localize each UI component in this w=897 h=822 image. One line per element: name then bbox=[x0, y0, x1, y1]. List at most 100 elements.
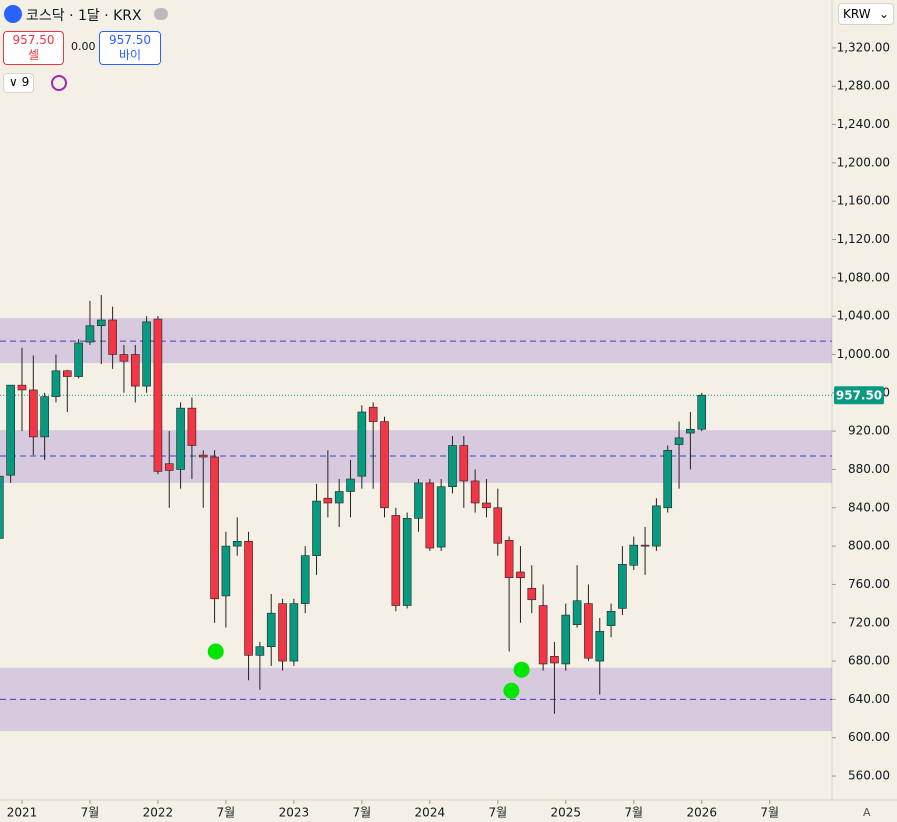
candle-body bbox=[686, 428, 695, 434]
candle-body bbox=[493, 507, 503, 544]
candle-body bbox=[221, 545, 231, 597]
candle-body bbox=[255, 646, 265, 656]
candle-body bbox=[618, 564, 627, 609]
buy-label: 바이 bbox=[118, 48, 142, 62]
buy-button[interactable]: 957.50 바이 bbox=[99, 31, 161, 65]
candle-body bbox=[108, 319, 117, 355]
candle-body bbox=[334, 491, 344, 504]
candle-body bbox=[470, 480, 480, 504]
y-tick-label: 1,080.00 bbox=[837, 270, 890, 284]
candle-body bbox=[527, 587, 537, 601]
candle-body bbox=[425, 482, 435, 549]
indicator-toggle[interactable]: ∨ 9 bbox=[3, 73, 34, 93]
y-tick-label: 920.00 bbox=[848, 424, 890, 438]
candle-body bbox=[96, 319, 106, 327]
auto-scale[interactable]: A bbox=[863, 806, 871, 819]
x-tick-label: 2023 bbox=[279, 806, 310, 820]
candle-body bbox=[266, 612, 276, 648]
candle-body bbox=[346, 478, 355, 492]
y-tick-label: 1,000.00 bbox=[837, 347, 890, 361]
candle-body bbox=[391, 515, 401, 606]
x-tick-label: 7월 bbox=[760, 806, 779, 820]
candle-body bbox=[289, 603, 299, 662]
candle-body bbox=[448, 445, 457, 488]
y-tick-label: 560.00 bbox=[848, 769, 890, 783]
collapse-button[interactable] bbox=[154, 8, 168, 20]
candle-body bbox=[368, 406, 378, 422]
y-tick-label: 1,040.00 bbox=[837, 309, 890, 323]
candle-body bbox=[572, 600, 582, 625]
candle-body bbox=[17, 384, 27, 391]
candle-body bbox=[312, 500, 321, 556]
candle-body bbox=[516, 571, 525, 579]
signal-marker bbox=[207, 643, 224, 660]
x-tick-label: 2024 bbox=[415, 806, 446, 820]
candle-body bbox=[663, 449, 673, 509]
symbol-icon bbox=[4, 5, 22, 23]
sell-price: 957.50 bbox=[12, 33, 55, 47]
x-tick-label: 7월 bbox=[353, 806, 372, 820]
sell-button[interactable]: 957.50 셀 bbox=[3, 31, 64, 65]
currency-select[interactable]: KRW ⌄ bbox=[838, 3, 894, 25]
candle-body bbox=[210, 456, 219, 600]
candle-body bbox=[640, 544, 650, 547]
candle-body bbox=[0, 475, 4, 539]
candle-body bbox=[538, 605, 548, 665]
candle-body bbox=[459, 445, 469, 482]
y-tick-label: 800.00 bbox=[848, 539, 890, 553]
candle-body bbox=[176, 407, 185, 470]
currency: KRW bbox=[843, 7, 871, 21]
candle-body bbox=[357, 411, 367, 477]
candle-body bbox=[198, 454, 208, 458]
y-tick-label: 600.00 bbox=[848, 730, 890, 744]
candle-body bbox=[244, 541, 253, 656]
signal-marker bbox=[503, 682, 520, 699]
candle-body bbox=[51, 370, 61, 397]
last-price-box bbox=[834, 386, 884, 405]
y-tick-label: 1,120.00 bbox=[837, 232, 890, 246]
y-tick-label: 640.00 bbox=[848, 692, 890, 706]
candle-body bbox=[482, 502, 491, 509]
candle-body bbox=[323, 497, 333, 504]
candle-body bbox=[85, 325, 95, 343]
candle-body bbox=[232, 541, 242, 547]
x-tick-label: 7월 bbox=[81, 806, 100, 820]
y-tick-label: 1,200.00 bbox=[837, 155, 890, 169]
symbol-title: 코스닥 · 1달 · KRX bbox=[26, 8, 142, 24]
candle-body bbox=[674, 437, 684, 445]
candle-body bbox=[153, 318, 163, 472]
refresh-icon[interactable] bbox=[51, 75, 67, 91]
x-tick-label: 2025 bbox=[550, 806, 581, 820]
candle-body bbox=[278, 603, 287, 662]
candle-body bbox=[595, 631, 605, 662]
indicator-count: 9 bbox=[21, 75, 30, 89]
x-tick-label: 7월 bbox=[217, 806, 236, 820]
y-tick-label: 840.00 bbox=[848, 500, 890, 514]
last-price-label: 957.50 bbox=[836, 389, 882, 403]
candle-body bbox=[6, 384, 15, 476]
candle-body bbox=[606, 610, 616, 626]
candle-body bbox=[300, 555, 310, 604]
y-tick-label: 880.00 bbox=[848, 462, 890, 476]
candle-body bbox=[629, 544, 639, 566]
candle-body bbox=[402, 518, 412, 606]
plot bbox=[0, 295, 832, 732]
candle-body bbox=[561, 614, 571, 665]
candle-body bbox=[142, 321, 151, 387]
candle-body bbox=[550, 655, 559, 664]
y-tick-label: 680.00 bbox=[848, 654, 890, 668]
candle-body bbox=[40, 396, 49, 438]
candle-body bbox=[119, 354, 129, 362]
candle-body bbox=[380, 421, 389, 509]
x-tick-label: 2026 bbox=[686, 806, 717, 820]
candle-body bbox=[414, 482, 423, 519]
candle-body bbox=[504, 540, 514, 579]
buy-price: 957.50 bbox=[109, 33, 151, 47]
y-tick-label: 760.00 bbox=[848, 577, 890, 591]
candle-body bbox=[130, 354, 140, 387]
x-tick-label: 2021 bbox=[7, 806, 38, 820]
candle-body bbox=[697, 394, 707, 430]
candle-body bbox=[74, 342, 83, 377]
x-tick-label: 7월 bbox=[488, 806, 507, 820]
